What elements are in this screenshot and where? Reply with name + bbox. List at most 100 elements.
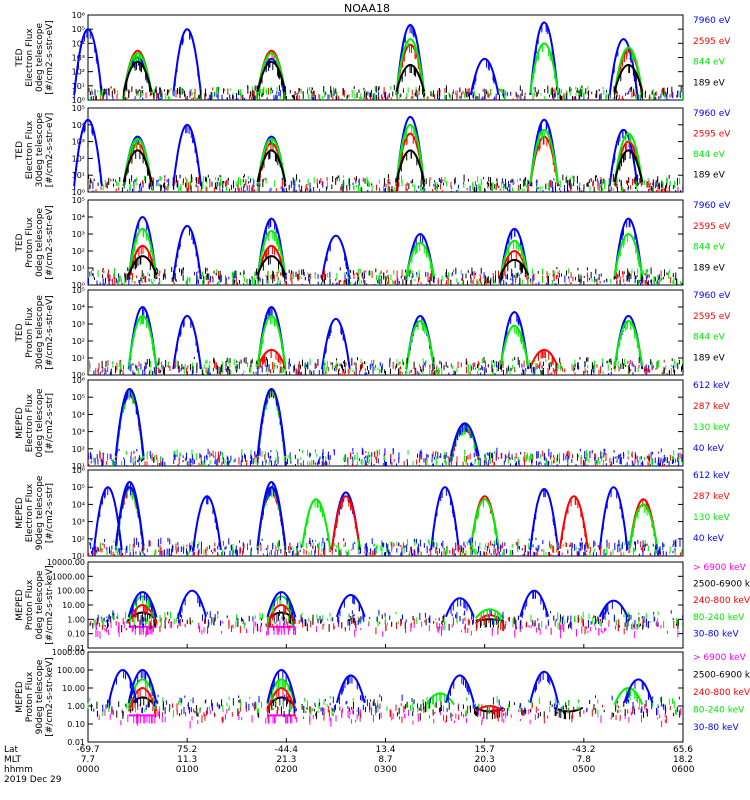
legend-label: 7960 eV — [693, 291, 731, 301]
peak-mark — [529, 21, 559, 96]
ytick-label: 10⁵ — [72, 483, 85, 492]
ytick-label: 10⁴ — [72, 500, 85, 509]
y-axis-label: Electron Flux — [25, 120, 35, 179]
panel-frame — [87, 289, 684, 376]
y-axis-label: 30deg telescope — [35, 112, 45, 187]
peak-mark — [499, 227, 530, 280]
series-130-kev — [93, 390, 683, 466]
ytick-label: 10⁵ — [72, 104, 85, 113]
series-844-ev — [89, 227, 681, 285]
peak-mark — [127, 215, 158, 280]
legend-label: 130 keV — [693, 423, 730, 433]
ytick-label: 10⁴ — [72, 121, 85, 130]
y-axis-label: TED — [15, 48, 25, 67]
y-axis-label: [#/cm2-s-str] — [45, 483, 55, 543]
panel-ted-proton-30deg: 10⁰ 10¹ 10² 10³ 10⁴ 10⁵ TED Proton Flux 30deg te… — [15, 286, 731, 380]
peak-mark — [499, 324, 530, 367]
series-7960-ev — [88, 215, 683, 285]
y-axis-label: Proton Flux — [25, 217, 35, 268]
peak-mark — [321, 234, 351, 280]
peak-mark — [330, 495, 361, 549]
y-axis-label: 30deg telescope — [35, 295, 45, 370]
ytick-label: 10⁵ — [72, 393, 85, 402]
legend-label: 287 keV — [693, 402, 730, 412]
ytick-label: 10³ — [72, 518, 85, 527]
peak-mark — [430, 486, 460, 551]
series-189-ev — [97, 356, 683, 375]
y-axis-label: Electron Flux — [25, 483, 35, 542]
peak-mark — [499, 249, 530, 278]
legend-label: 844 eV — [693, 58, 726, 68]
peak-mark — [256, 244, 287, 278]
legend-label: 2595 eV — [693, 312, 731, 322]
y-axis-label: Electron Flux — [25, 393, 35, 452]
ytick-label: 10⁰ — [72, 371, 85, 380]
peak-mark — [192, 495, 222, 551]
series-189-ev — [92, 255, 678, 285]
ytick-label: 10⁰ — [72, 96, 85, 105]
y-axis-label: [#/cm2-s-str-eV] — [45, 205, 55, 280]
peak-mark — [127, 255, 158, 276]
y-axis-label: Proton Flux — [25, 307, 35, 358]
panel-frame — [87, 199, 684, 286]
y-axis-label: [#/cm2-s-str-eV] — [45, 113, 55, 188]
ytick-label: 10⁵ — [72, 25, 85, 34]
peak-mark — [405, 241, 436, 277]
legend-label: 844 eV — [693, 333, 726, 343]
peak-mark — [499, 311, 530, 370]
peak-mark — [122, 52, 153, 93]
series-189-ev — [88, 149, 684, 192]
ytick-label: 10⁰ — [72, 281, 85, 290]
series-287-kev — [88, 486, 681, 556]
ytick-label: 10¹ — [72, 82, 85, 91]
ytick-label: 10¹ — [72, 462, 85, 471]
peak-mark — [608, 38, 639, 96]
y-axis-label: [#/cm2-s-str] — [45, 393, 55, 453]
peak-mark — [405, 319, 436, 367]
y-axis-label: [#/cm2-s-str-eV] — [45, 295, 55, 370]
panel-meped-electron-0deg: 10¹ 10² 10³ 10⁴ 10⁵ 10⁶ MEPED Electron Flux 0deg… — [15, 376, 730, 471]
series-2595-ev — [92, 244, 671, 285]
y-axis-label: 0deg telescope — [35, 388, 45, 458]
y-axis-label: TED — [15, 141, 25, 160]
y-axis-label: MEPED — [15, 407, 25, 439]
y-axis-label: 90deg telescope — [35, 475, 45, 550]
ytick-label: 10³ — [72, 138, 85, 147]
legend-label: 2595 eV — [693, 222, 731, 232]
ytick-label: 10¹ — [72, 171, 85, 180]
ytick-label: 10⁴ — [72, 410, 85, 419]
peak-mark — [613, 63, 644, 92]
ytick-label: 10⁶ — [72, 466, 85, 475]
ytick-label: 10² — [72, 445, 85, 454]
series-189-ev — [90, 60, 682, 100]
y-axis-label: 0deg telescope — [35, 23, 45, 93]
panel-ted-proton-0deg: 10⁰ 10¹ 10² 10³ 10⁴ 10⁵ TED Proton Flux 0deg tel… — [15, 196, 731, 290]
ytick-label: 10³ — [72, 320, 85, 329]
legend-label: 189 eV — [693, 171, 726, 181]
y-axis-label: TED — [15, 323, 25, 342]
peak-mark — [256, 255, 287, 276]
peak-mark — [598, 486, 629, 551]
peak-mark — [395, 63, 426, 92]
ytick-label: 10⁰ — [72, 188, 85, 197]
peak-mark — [613, 319, 644, 367]
ytick-label: 10⁵ — [72, 286, 85, 295]
peak-mark — [559, 495, 589, 549]
series-844-ev — [89, 38, 684, 100]
legend-label: 189 eV — [693, 78, 726, 88]
legend-label: 7960 eV — [693, 16, 731, 26]
ytick-label: 10⁶ — [72, 11, 85, 20]
peak-mark — [172, 28, 203, 96]
ytick-label: 10³ — [72, 428, 85, 437]
legend-label: 40 keV — [693, 444, 725, 454]
peak-mark — [405, 232, 436, 280]
y-axis-label: [#/cm2-s-str-eV] — [45, 20, 55, 95]
ytick-label: 10⁴ — [72, 39, 85, 48]
legend-label: 844 eV — [693, 243, 726, 253]
legend-label: 189 eV — [693, 263, 726, 273]
peak-mark — [73, 118, 103, 187]
